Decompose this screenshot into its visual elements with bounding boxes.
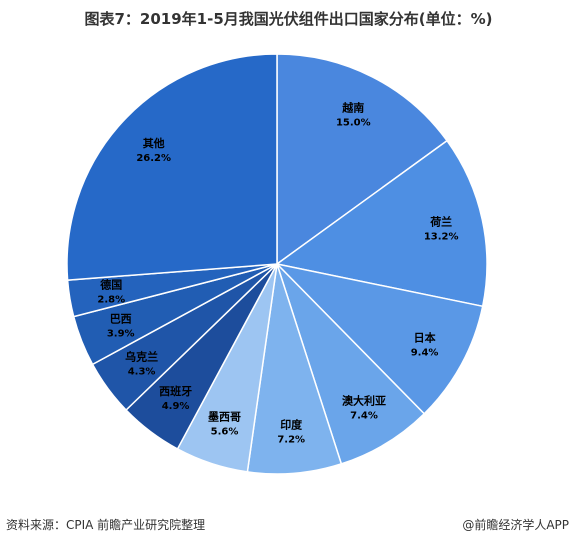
slice-value-label: 2.8% (97, 295, 125, 306)
chart-title: 图表7：2019年1-5月我国光伏组件出口国家分布(单位：%) (84, 10, 493, 28)
slice-name-label: 德国 (99, 278, 122, 292)
pie-chart: 越南 15.0% 荷兰 13.2% 日本 9.4% 澳大利亚 7.4% 印度 7.2% 墨西哥 5.6… (66, 53, 488, 475)
slice-value-label: 3.9% (107, 329, 135, 340)
slice-name-label: 日本 (414, 330, 436, 344)
slice-value-label: 4.3% (128, 367, 156, 378)
slice-name-label: 其他 (143, 136, 165, 150)
pie-slice-1 (275, 139, 488, 308)
slice-name-label: 墨西哥 (208, 411, 241, 424)
slice-name-label: 荷兰 (429, 215, 452, 229)
source-note: 资料来源：CPIA 前瞻产业研究院整理 (6, 518, 206, 532)
slice-value-label: 13.2% (424, 232, 459, 243)
pie-slice-3 (276, 263, 426, 465)
slice-name-label: 澳大利亚 (342, 394, 386, 408)
slice-value-label: 26.2% (136, 153, 171, 164)
slice-name-label: 西班牙 (159, 384, 192, 398)
slice-value-label: 7.4% (350, 411, 378, 422)
slice-name-label: 乌克兰 (125, 350, 158, 364)
slice-name-label: 越南 (341, 100, 364, 114)
pie-slice-2 (274, 262, 484, 415)
slice-value-label: 7.2% (277, 434, 305, 445)
slice-value-label: 15.0% (336, 117, 371, 128)
pie-slice-10 (66, 53, 278, 281)
slice-value-label: 5.6% (211, 427, 239, 438)
slice-name-label: 巴西 (110, 313, 132, 326)
slice-value-label: 9.4% (411, 347, 439, 358)
pie-slice-0 (276, 53, 449, 266)
slice-value-label: 4.9% (162, 401, 190, 412)
brand-note: @前瞻经济学人APP (462, 518, 569, 532)
slice-name-label: 印度 (280, 417, 303, 431)
